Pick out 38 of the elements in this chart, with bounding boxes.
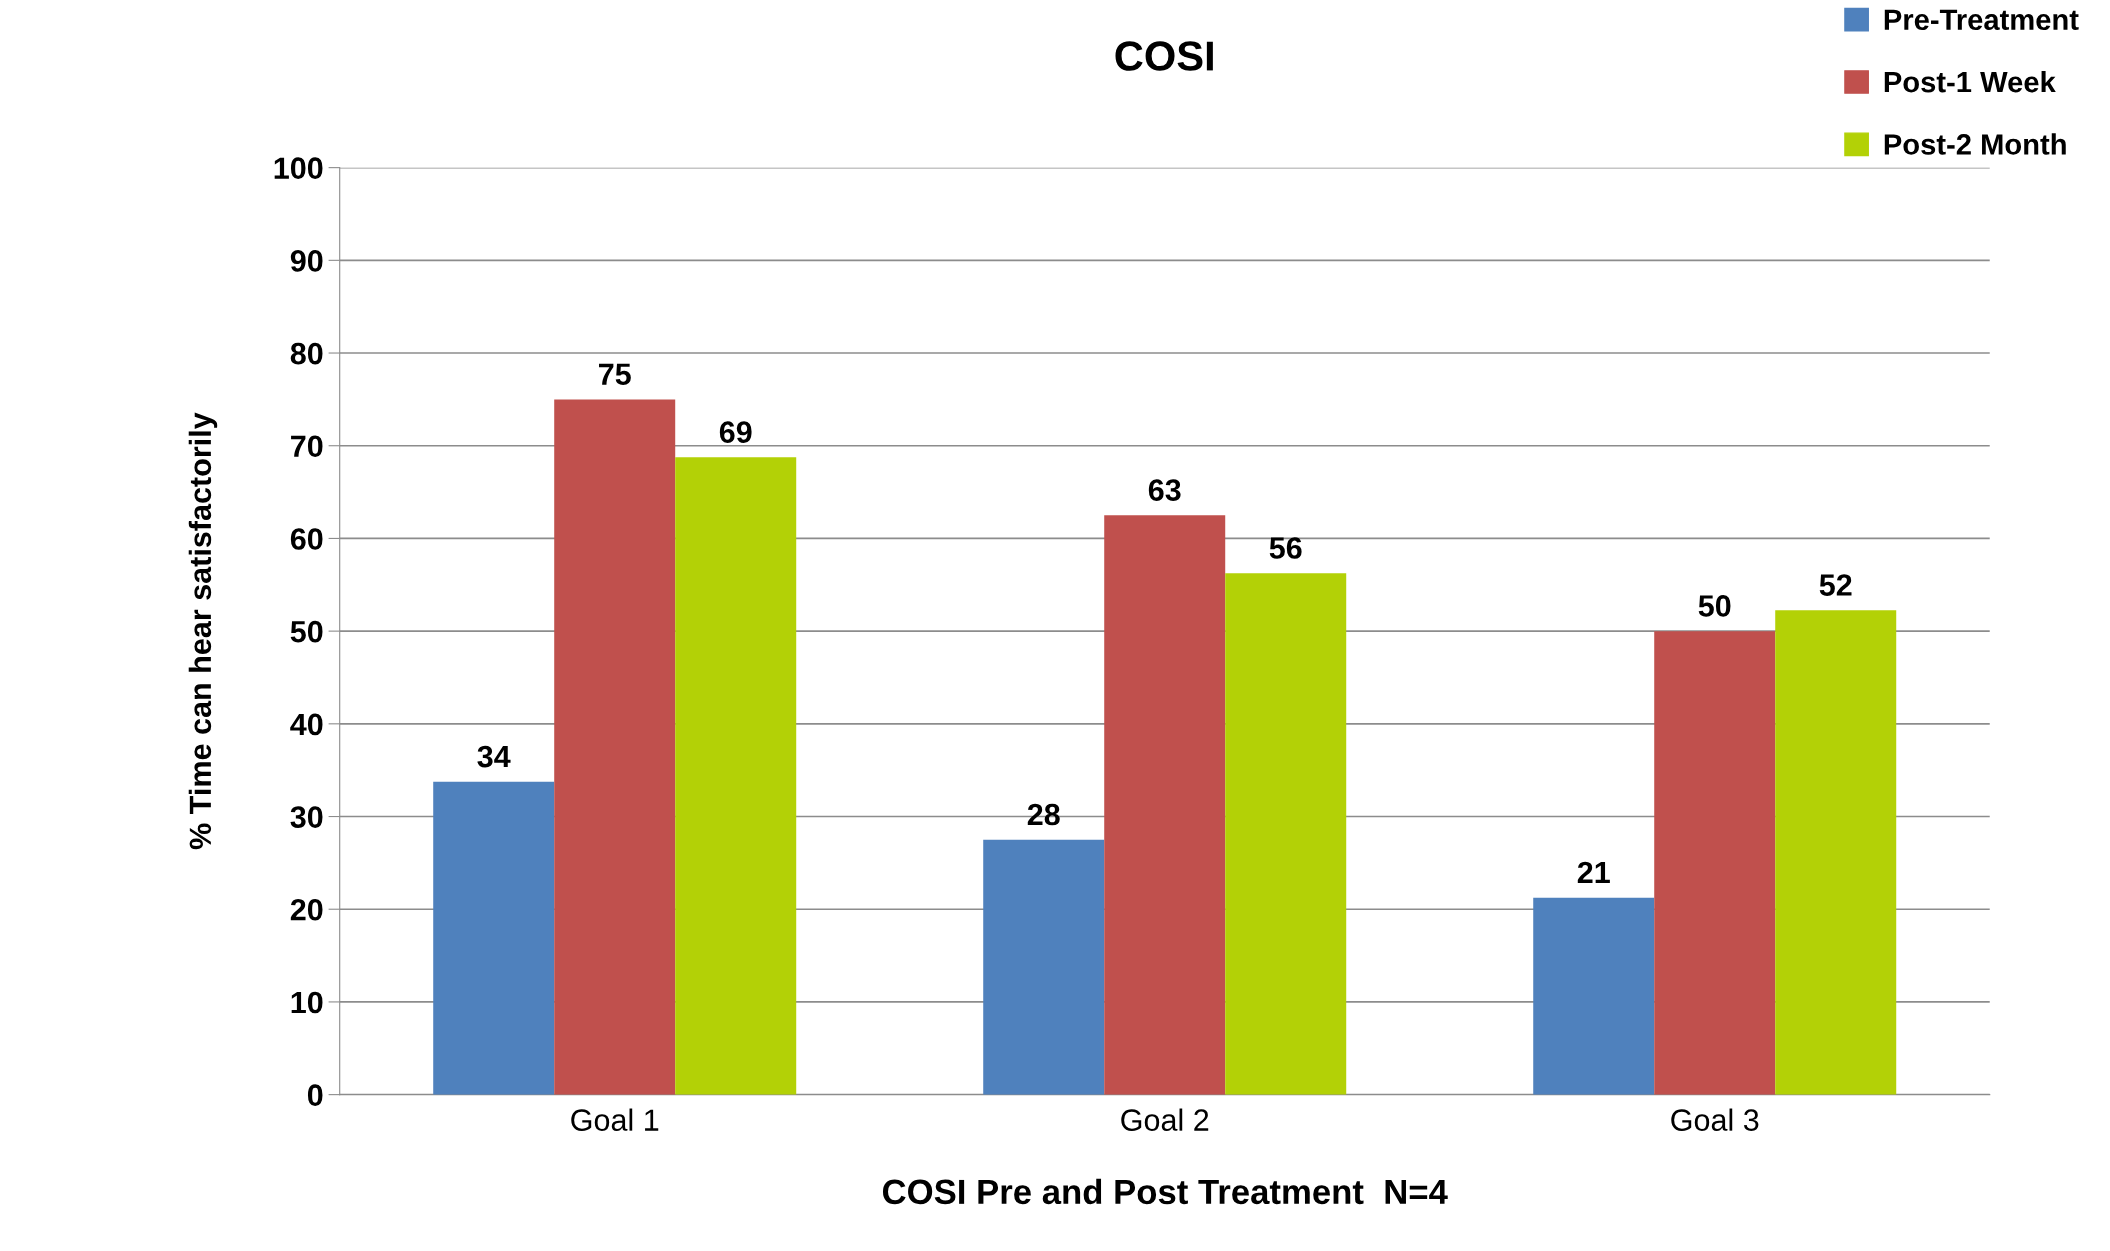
bar <box>433 781 555 1095</box>
x-axis-title: COSI Pre and Post Treatment N=4 <box>882 1178 1448 1205</box>
chart-title: COSI <box>1115 41 1213 71</box>
data-label: 21 <box>1577 861 1610 883</box>
data-label: 52 <box>1819 574 1852 596</box>
data-label: 69 <box>719 421 752 443</box>
y-tick-label: 0 <box>307 1084 323 1106</box>
data-label: 34 <box>477 745 511 768</box>
bar <box>1533 897 1655 1095</box>
legend-label: Post-2 Month <box>1884 133 2066 155</box>
bar <box>554 399 676 1095</box>
y-tick-label: 10 <box>291 991 323 1014</box>
y-tick-label: 30 <box>290 806 323 828</box>
bar <box>675 457 797 1095</box>
y-tick-label: 70 <box>291 435 323 458</box>
bar <box>1654 631 1776 1095</box>
legend-label: Post-1 Week <box>1884 70 2056 93</box>
data-label: 75 <box>599 363 631 386</box>
y-tick-label: 20 <box>290 898 323 921</box>
y-tick-label: 60 <box>290 528 323 550</box>
y-tick-label: 90 <box>290 250 323 272</box>
y-tick-label: 40 <box>290 713 323 736</box>
data-label: 28 <box>1027 803 1060 826</box>
bar <box>1225 573 1347 1095</box>
bar <box>1104 515 1226 1095</box>
y-tick-label: 80 <box>290 342 323 365</box>
bar <box>1775 610 1897 1095</box>
y-axis-title: % Time can hear satisfactorily <box>188 412 218 850</box>
bar <box>983 839 1105 1095</box>
x-tick-label: Goal 1 <box>571 1108 659 1131</box>
y-tick-label: 100 <box>274 157 323 180</box>
data-label: 56 <box>1269 537 1302 559</box>
data-label: 50 <box>1698 595 1731 617</box>
x-tick-label: Goal 2 <box>1121 1108 1209 1131</box>
legend-label: Pre-Treatment <box>1884 9 2079 31</box>
x-tick-label: Goal 3 <box>1671 1108 1759 1131</box>
y-tick-label: 50 <box>290 620 323 643</box>
data-label: 63 <box>1148 479 1181 501</box>
